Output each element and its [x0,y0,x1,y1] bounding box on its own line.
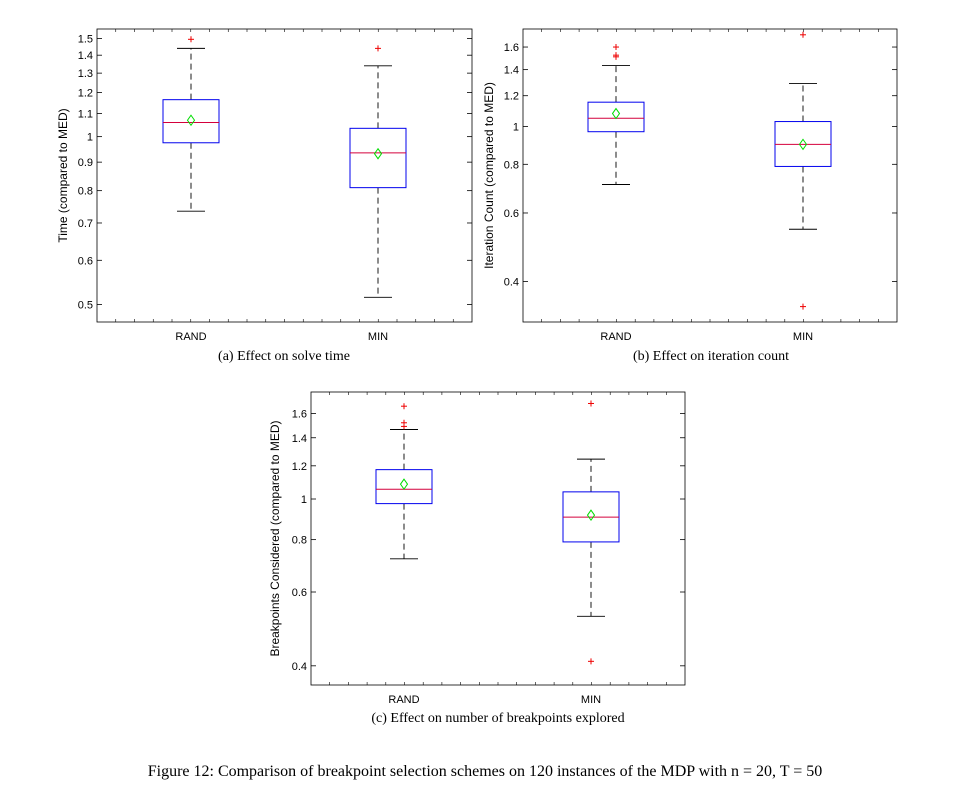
outlier-point [375,45,381,52]
y-tick-label: 1.2 [504,91,519,103]
axes-frame [96,28,473,323]
figure-caption: Figure 12: Comparison of breakpoint sele… [147,763,823,780]
box-rand [587,44,645,185]
axes-frame [310,391,686,686]
x-tick-label: MIN [368,331,388,343]
y-axis-label: Time (compared to MED) [56,108,70,242]
y-tick-label: 0.9 [78,157,93,169]
caption-breakpoints: (c) Effect on number of breakpoints expl… [371,711,625,726]
mean-marker [586,509,596,522]
outlier-point [613,44,619,51]
outlier-point [800,31,806,38]
y-tick-label: 0.5 [78,299,93,311]
y-tick-label: 1.4 [504,65,519,77]
y-tick-label: 1.4 [78,50,93,62]
y-axis-label: Iteration Count (compared to MED) [482,82,496,269]
x-tick-label: RAND [175,331,206,343]
outlier-point [401,423,407,430]
x-tick-label: MIN [581,694,601,705]
y-tick-label: 0.6 [292,587,307,599]
mean-marker [798,138,808,151]
x-tick-label: MIN [793,331,813,343]
y-tick-label: 0.8 [504,159,519,171]
y-tick-label: 1 [513,122,519,134]
iqr-box [587,101,645,133]
y-tick-label: 1.2 [292,461,307,473]
y-tick-label: 1.1 [78,109,93,121]
mean-marker [399,478,409,491]
iqr-box [375,469,433,505]
y-tick-label: 1.5 [78,33,93,45]
outlier-point [588,658,594,665]
y-tick-label: 1 [87,132,93,144]
chart-iteration-count: 0.4 0.6 0.8 1 1.2 1.4 1.6 Iteration Count (comp… [482,28,898,343]
y-tick-label: 1.4 [292,433,307,445]
y-tick-label: 0.8 [292,535,307,547]
y-tick-label: 0.4 [292,661,307,673]
iqr-box [162,99,220,144]
y-tick-label: 0.8 [78,186,93,198]
box-min [349,45,407,298]
outlier-point [401,403,407,410]
y-tick-label: 0.6 [78,255,93,267]
box-rand [375,403,433,560]
y-tick-label: 0.4 [504,277,519,289]
mean-marker [373,147,383,160]
y-axis-label: Breakpoints Considered (compared to MED) [268,420,282,656]
y-tick-label: 1.2 [78,88,93,100]
outlier-point [188,36,194,43]
y-tick-label: 0.7 [78,218,93,230]
y-tick-label: 1 [301,494,307,506]
x-tick-label: RAND [600,331,631,343]
box-rand [162,36,220,212]
mean-marker [186,114,196,127]
y-tick-label: 1.6 [292,408,307,420]
caption-iteration-count: (b) Effect on iteration count [632,349,790,364]
chart-solve-time: 0.5 0.6 0.7 0.8 0.9 1 1.1 1.2 1.3 1.4 1.5 Time (com… [56,28,473,343]
y-tick-label: 1.3 [78,68,93,80]
y-tick-label: 0.6 [504,208,519,220]
outlier-point [588,400,594,407]
chart-breakpoints: 0.4 0.6 0.8 1 1.2 1.4 1.6 Breakpoints Considere… [268,391,686,705]
caption-solve-time: (a) Effect on solve time [218,349,350,364]
x-tick-label: RAND [388,694,419,705]
outlier-point [613,53,619,60]
y-tick-label: 1.6 [504,42,519,54]
outlier-point [800,303,806,310]
box-min [774,31,832,310]
box-min [562,400,620,665]
mean-marker [611,107,621,120]
axes-frame [522,28,898,323]
